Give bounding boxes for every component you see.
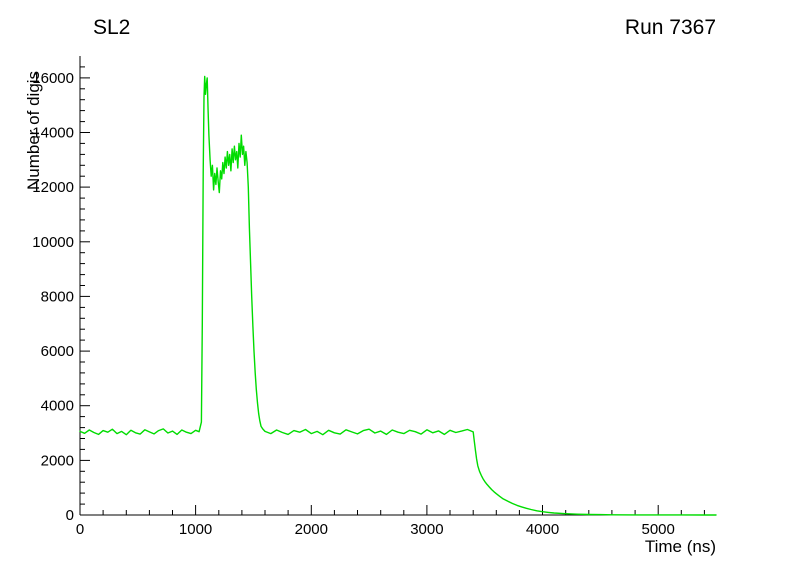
y-tick-label: 4000 <box>41 398 74 415</box>
x-tick-label: 5000 <box>642 521 675 538</box>
run-label: Run 7367 <box>624 16 716 39</box>
tick-labels: 0 1000 2000 3000 4000 5000 0 2000 4000 6000 8000 10… <box>32 70 675 538</box>
x-tick-label: 1000 <box>179 521 212 538</box>
y-tick-label: 6000 <box>41 343 74 360</box>
y-tick-label: 0 <box>66 507 74 524</box>
y-tick-label: 8000 <box>41 288 74 305</box>
x-tick-label: 4000 <box>526 521 559 538</box>
x-axis-title: Time (ns) <box>644 537 716 556</box>
signal-line <box>79 75 717 516</box>
y-tick-label: 12000 <box>32 179 74 196</box>
y-tick-label: 10000 <box>32 234 74 251</box>
x-tick-label: 2000 <box>295 521 328 538</box>
plot-title: SL2 <box>93 16 131 39</box>
y-tick-label: 14000 <box>32 125 74 142</box>
y-tick-label: 2000 <box>41 452 74 469</box>
x-tick-label: 3000 <box>410 521 443 538</box>
y-tick-label: 16000 <box>32 70 74 87</box>
axes <box>79 56 716 516</box>
x-tick-label: 0 <box>76 521 84 538</box>
